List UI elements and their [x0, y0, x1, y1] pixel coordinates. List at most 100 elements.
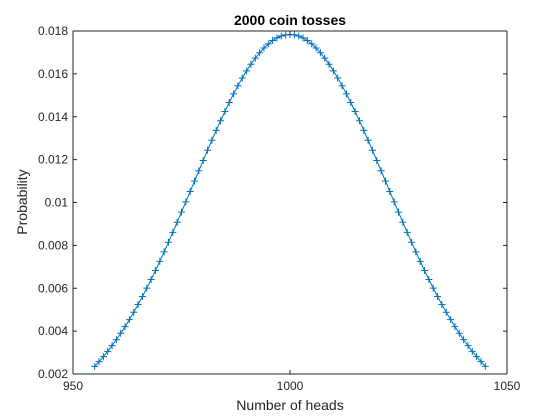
- data-point-marker: [186, 188, 194, 196]
- y-tick-label: 0.008: [38, 238, 68, 252]
- y-axis-label: Probability: [14, 169, 30, 234]
- data-point-marker: [160, 248, 168, 256]
- data-point-marker: [256, 49, 264, 57]
- data-point-marker: [477, 358, 485, 366]
- x-tick-label: 1000: [277, 379, 304, 393]
- data-point-marker: [299, 34, 307, 42]
- data-point-marker: [295, 32, 303, 40]
- data-point-marker: [290, 31, 298, 39]
- data-point-marker: [355, 117, 363, 125]
- data-point-marker: [130, 308, 138, 316]
- data-point-marker: [156, 257, 164, 265]
- data-point-marker: [134, 300, 142, 308]
- data-point-marker: [247, 60, 255, 68]
- data-point-marker: [138, 292, 146, 300]
- data-point-marker: [217, 117, 225, 125]
- data-point-marker: [373, 156, 381, 164]
- data-point-marker: [173, 218, 181, 226]
- data-point-marker: [178, 208, 185, 216]
- data-point-marker: [147, 275, 155, 283]
- data-point-marker: [99, 353, 107, 361]
- series-group: [91, 30, 489, 370]
- data-point-marker: [238, 74, 246, 82]
- data-point-marker: [308, 40, 316, 48]
- data-point-marker: [468, 347, 476, 355]
- data-point-marker: [338, 82, 346, 90]
- data-point-marker: [269, 37, 277, 45]
- y-axis-ticks: 0.002 0.004 0.006 0.008 0.01 0.012 0.014 0.016 0…: [38, 24, 507, 381]
- data-point-marker: [277, 32, 285, 40]
- data-point-marker: [447, 316, 455, 324]
- x-axis-label: Number of heads: [236, 397, 343, 413]
- data-point-marker: [243, 67, 251, 75]
- data-point-marker: [442, 308, 450, 316]
- data-point-marker: [460, 336, 468, 344]
- data-point-marker: [451, 323, 459, 331]
- data-point-marker: [364, 136, 372, 144]
- y-tick-label: 0.014: [38, 110, 68, 124]
- data-point-marker: [260, 44, 268, 52]
- data-point-marker: [395, 208, 402, 216]
- data-point-marker: [429, 284, 437, 292]
- data-point-marker: [412, 248, 420, 256]
- data-point-marker: [455, 329, 463, 337]
- data-point-marker: [169, 228, 177, 236]
- data-point-marker: [143, 284, 151, 292]
- data-point-marker: [386, 188, 394, 196]
- data-point-marker: [273, 34, 281, 42]
- x-tick-label: 1050: [494, 379, 521, 393]
- data-point-marker: [125, 316, 133, 324]
- data-point-marker: [108, 342, 116, 350]
- data-point-marker: [368, 146, 376, 154]
- data-point-marker: [360, 126, 368, 134]
- data-point-marker: [403, 228, 411, 236]
- y-tick-label: 0.01: [45, 196, 69, 210]
- data-point-marker: [381, 177, 389, 185]
- data-point-marker: [342, 90, 350, 98]
- data-point-marker: [225, 98, 233, 106]
- data-point-marker: [408, 238, 416, 246]
- data-point-marker: [182, 198, 190, 206]
- data-point-marker: [434, 292, 442, 300]
- data-point-marker: [473, 353, 481, 361]
- data-point-marker: [208, 136, 216, 144]
- data-point-marker: [234, 82, 242, 90]
- data-point-marker: [425, 275, 433, 283]
- data-point-marker: [251, 54, 259, 62]
- data-point-marker: [91, 362, 99, 370]
- data-point-marker: [464, 342, 472, 350]
- y-tick-label: 0.006: [38, 281, 68, 295]
- data-point-marker: [399, 218, 407, 226]
- data-point-marker: [390, 198, 398, 206]
- data-point-marker: [221, 107, 229, 115]
- data-point-marker: [199, 156, 207, 164]
- data-point-marker: [112, 336, 120, 344]
- data-point-marker: [264, 40, 272, 48]
- data-point-marker: [321, 54, 329, 62]
- data-point-marker: [204, 146, 212, 154]
- plot-area: [73, 31, 507, 374]
- y-tick-label: 0.002: [38, 367, 68, 381]
- data-point-marker: [95, 358, 103, 366]
- data-point-marker: [191, 177, 199, 185]
- data-point-marker: [117, 329, 125, 337]
- data-point-marker: [329, 67, 337, 75]
- y-tick-label: 0.012: [38, 153, 68, 167]
- data-point-marker: [230, 90, 238, 98]
- data-point-marker: [377, 167, 385, 175]
- data-point-marker: [312, 44, 320, 52]
- data-point-marker: [481, 362, 489, 370]
- data-point-marker: [334, 74, 342, 82]
- chart-title: 2000 coin tosses: [234, 12, 346, 28]
- data-point-marker: [316, 49, 324, 57]
- data-point-marker: [303, 37, 311, 45]
- data-point-marker: [164, 238, 172, 246]
- data-point-marker: [104, 347, 112, 355]
- data-point-marker: [416, 257, 424, 265]
- data-point-marker: [347, 98, 355, 106]
- data-point-marker: [421, 267, 429, 275]
- x-axis-ticks: 950 1000 1050: [63, 31, 521, 393]
- data-point-marker: [351, 107, 359, 115]
- data-point-marker: [325, 60, 333, 68]
